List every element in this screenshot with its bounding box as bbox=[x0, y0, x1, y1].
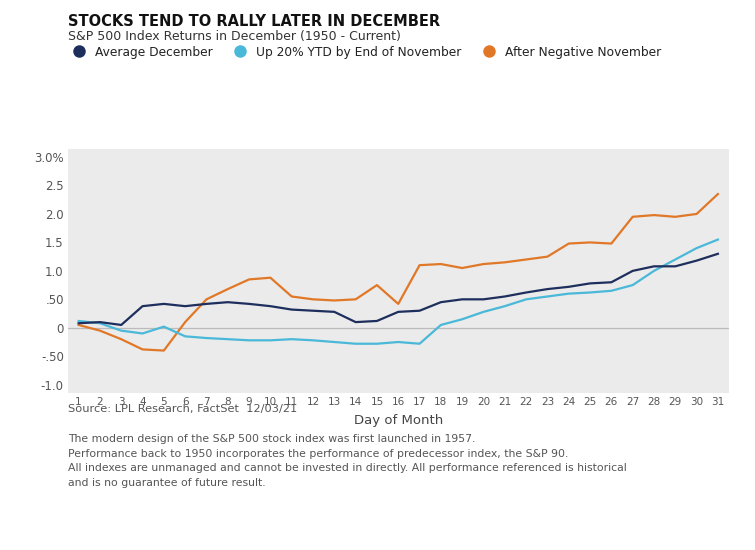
Text: STOCKS TEND TO RALLY LATER IN DECEMBER: STOCKS TEND TO RALLY LATER IN DECEMBER bbox=[68, 14, 440, 29]
X-axis label: Day of Month: Day of Month bbox=[353, 414, 443, 427]
Text: Source: LPL Research, FactSet  12/03/21: Source: LPL Research, FactSet 12/03/21 bbox=[68, 404, 297, 414]
Legend: Average December, Up 20% YTD by End of November, After Negative November: Average December, Up 20% YTD by End of N… bbox=[66, 46, 661, 59]
Text: S&P 500 Index Returns in December (1950 - Current): S&P 500 Index Returns in December (1950 … bbox=[68, 30, 401, 43]
Text: The modern design of the S&P 500 stock index was first launched in 1957.
Perform: The modern design of the S&P 500 stock i… bbox=[68, 434, 627, 488]
